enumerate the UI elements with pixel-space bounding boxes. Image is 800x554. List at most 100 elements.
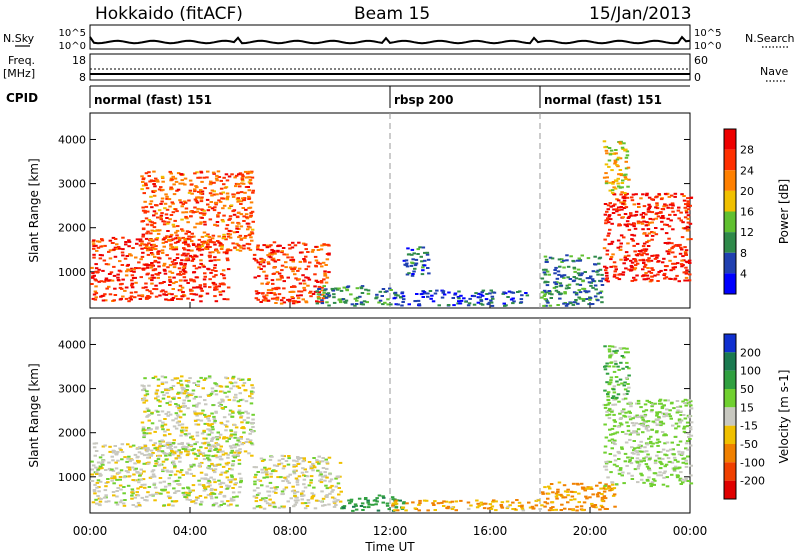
power-cell xyxy=(109,271,114,274)
velocity-cell xyxy=(247,452,251,455)
velocity-cell xyxy=(313,466,317,469)
power-cell xyxy=(553,272,557,275)
cpid-segment-label-1: rbsp 200 xyxy=(394,93,453,107)
velocity-cell xyxy=(337,487,341,489)
power-cell xyxy=(125,270,129,273)
power-cell xyxy=(163,269,167,272)
velocity-cell xyxy=(613,420,617,423)
power-cell xyxy=(274,302,278,304)
power-cell xyxy=(239,213,244,216)
velocity-cell xyxy=(624,376,629,379)
power-cell xyxy=(154,295,159,298)
power-cell xyxy=(149,232,153,235)
power-cell xyxy=(557,273,561,276)
power-cell xyxy=(642,252,646,255)
power-cell xyxy=(261,261,266,264)
velocity-cell xyxy=(628,459,632,462)
power-region-7 xyxy=(602,192,694,283)
power-cell xyxy=(635,242,640,245)
power-cell xyxy=(282,287,286,290)
power-cell xyxy=(192,286,196,289)
velocity-cell xyxy=(366,501,370,504)
power-cell xyxy=(472,303,477,306)
power-cell xyxy=(177,236,181,239)
power-cell xyxy=(274,288,279,291)
velocity-cell xyxy=(642,410,646,413)
velocity-cell xyxy=(295,490,300,493)
power-cell xyxy=(619,193,623,196)
velocity-cell xyxy=(111,459,115,462)
power-cell xyxy=(647,257,651,260)
power-cell xyxy=(579,274,583,277)
velocity-cell xyxy=(575,509,579,512)
velocity-cell xyxy=(319,481,324,484)
power-cell xyxy=(160,200,164,203)
velocity-cell xyxy=(143,483,147,486)
velocity-cell xyxy=(165,387,170,390)
velocity-cell xyxy=(232,456,237,459)
power-cell xyxy=(342,286,346,289)
velocity-cell xyxy=(131,479,135,481)
velocity-cell xyxy=(275,486,279,489)
power-cell xyxy=(680,259,684,262)
power-cell xyxy=(116,273,120,276)
power-cell xyxy=(147,242,151,245)
power-cell xyxy=(147,219,151,221)
velocity-cell xyxy=(98,456,103,459)
power-cell xyxy=(183,183,187,186)
velocity-cell xyxy=(603,497,608,500)
velocity-cell xyxy=(325,461,329,464)
velocity-cell xyxy=(566,488,570,491)
velocity-cell xyxy=(338,500,343,503)
power-cell xyxy=(148,202,153,205)
velocity-cell xyxy=(648,457,652,460)
velocity-cell xyxy=(174,427,179,430)
velocity-cell xyxy=(296,456,300,458)
power-cell xyxy=(192,280,197,283)
velocity-cell xyxy=(268,503,272,506)
power-cell xyxy=(174,262,178,265)
velocity-cell xyxy=(604,462,609,465)
power-cell xyxy=(106,263,111,266)
velocity-cell xyxy=(538,508,542,510)
power-cell xyxy=(624,148,628,151)
power-cell xyxy=(399,296,404,299)
velocity-cell xyxy=(201,387,205,390)
power-cell xyxy=(196,243,201,246)
velocity-cell xyxy=(214,442,218,445)
velocity-cell xyxy=(252,489,257,492)
power-cell xyxy=(608,153,613,156)
power-cell xyxy=(549,297,553,299)
power-cell xyxy=(646,208,651,211)
power-cell xyxy=(618,141,622,144)
power-cell xyxy=(323,274,328,277)
power-cell xyxy=(284,261,288,264)
velocity-cell xyxy=(394,506,398,509)
velocity-cell xyxy=(187,444,192,447)
power-cell xyxy=(118,283,123,286)
velocity-cell xyxy=(303,468,307,471)
velocity-cell xyxy=(210,464,215,467)
power-cell xyxy=(646,245,651,247)
power-cell xyxy=(91,272,95,275)
velocity-cell xyxy=(290,490,295,493)
velocity-cell xyxy=(119,499,124,502)
velocity-cell xyxy=(166,395,171,398)
velocity-cell xyxy=(302,483,306,486)
power-cell xyxy=(600,273,604,276)
power-cell xyxy=(180,259,184,262)
power-cell xyxy=(594,288,598,291)
power-cell xyxy=(394,303,398,306)
power-cell xyxy=(209,180,213,183)
velocity-cell xyxy=(145,495,149,498)
velocity-cell xyxy=(186,407,190,410)
power-cell xyxy=(107,279,111,282)
power-cell xyxy=(209,201,213,203)
velocity-cell xyxy=(321,497,326,500)
power-cell xyxy=(212,241,216,244)
velocity-cell xyxy=(189,444,194,447)
power-cell xyxy=(236,197,240,200)
power-cell xyxy=(278,244,282,247)
power-cell xyxy=(165,208,170,211)
